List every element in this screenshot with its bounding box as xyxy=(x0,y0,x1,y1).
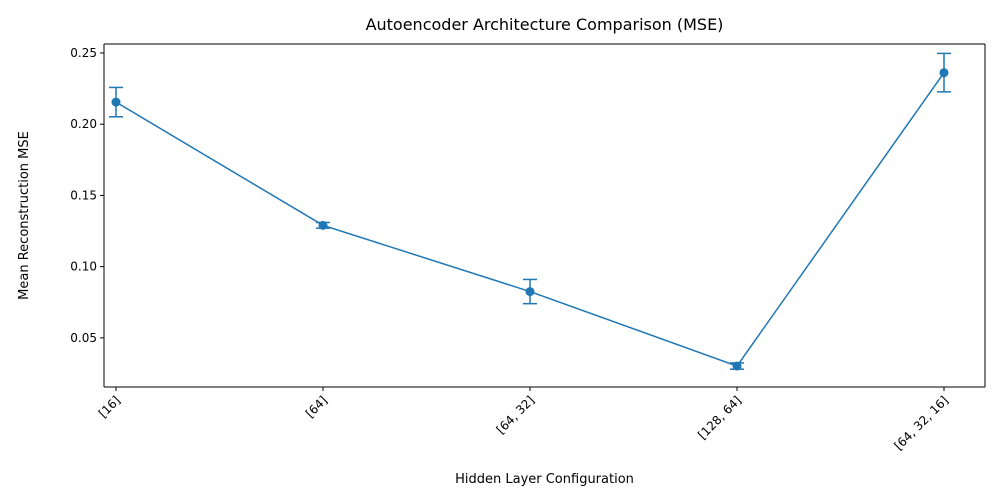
axes xyxy=(103,43,986,388)
y-tick-label: 0.10 xyxy=(70,260,97,274)
chart-title: Autoencoder Architecture Comparison (MSE… xyxy=(366,15,724,34)
data-point xyxy=(111,97,121,107)
y-tick-label: 0.05 xyxy=(70,331,97,345)
y-tick-label: 0.20 xyxy=(70,117,97,131)
x-tick-label: [64, 32] xyxy=(494,393,538,437)
x-tick-label: [128, 64] xyxy=(695,393,744,442)
data-point xyxy=(318,220,328,230)
series-line xyxy=(115,72,945,367)
x-axis-label: Hidden Layer Configuration xyxy=(455,472,634,487)
x-tick-label: [64, 32, 16] xyxy=(891,393,951,453)
x-tick-label: [16] xyxy=(96,393,123,420)
y-axis-label: Mean Reconstruction MSE xyxy=(17,131,32,300)
data-point xyxy=(732,361,742,371)
y-axis-ticks: 0.05 0.10 0.15 0.20 0.25 xyxy=(70,46,104,345)
y-tick-label: 0.15 xyxy=(70,188,97,202)
plot-area xyxy=(109,52,951,371)
y-tick-label: 0.25 xyxy=(70,46,97,60)
data-point xyxy=(939,68,949,78)
x-axis-ticks: [16] [64] [64, 32] [128, 64] [64, 32, 16] xyxy=(96,387,951,453)
data-point xyxy=(525,287,535,297)
x-tick-label: [64] xyxy=(303,393,330,420)
